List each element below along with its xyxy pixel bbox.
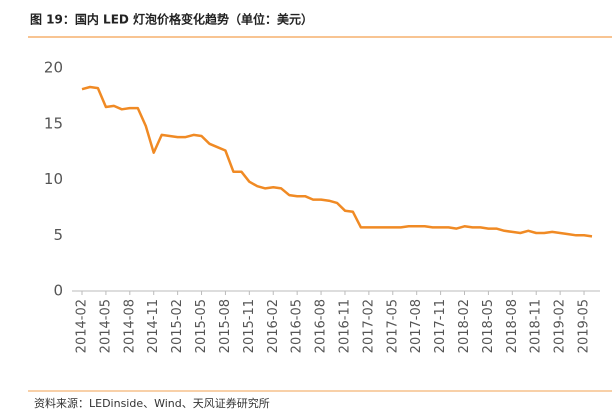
y-tick-label: 20 [44, 59, 63, 77]
x-tick-label: 2017-02 [361, 299, 376, 353]
x-tick-label: 2015-05 [194, 299, 209, 353]
x-tick-label: 2014-05 [98, 299, 113, 353]
x-tick-label: 2016-02 [266, 299, 281, 353]
x-tick-label: 2018-11 [529, 299, 544, 353]
y-tick-label: 0 [53, 282, 63, 300]
chart-title: 图 19：国内 LED 灯泡价格变化趋势（单位：美元） [30, 12, 313, 27]
x-tick-label: 2015-02 [170, 299, 185, 353]
y-tick-label: 5 [53, 226, 63, 244]
x-tick-label: 2017-05 [385, 299, 400, 353]
x-tick-label: 2014-11 [146, 299, 161, 353]
x-tick-label: 2016-11 [337, 299, 352, 353]
x-tick-label: 2016-05 [290, 299, 305, 353]
x-tick-label: 2018-08 [505, 299, 520, 353]
x-tick-label: 2014-08 [122, 299, 137, 353]
price-line [81, 85, 593, 238]
x-tick-label: 2017-11 [433, 299, 448, 353]
x-tick-label: 2016-08 [314, 299, 329, 353]
x-tick-label: 2017-08 [409, 299, 424, 353]
x-tick-label: 2014-02 [75, 299, 90, 353]
x-tick-label: 2019-02 [553, 299, 568, 353]
x-tick-label: 2018-05 [481, 299, 496, 353]
x-tick-label: 2018-02 [457, 299, 472, 353]
x-tick-label: 2015-11 [242, 299, 257, 353]
y-tick-label: 15 [44, 114, 63, 132]
source-note: 资料来源：LEDinside、Wind、天风证券研究所 [34, 396, 270, 410]
x-tick-label: 2019-05 [577, 299, 592, 353]
x-tick-label: 2015-08 [218, 299, 233, 353]
y-tick-label: 10 [44, 170, 63, 188]
